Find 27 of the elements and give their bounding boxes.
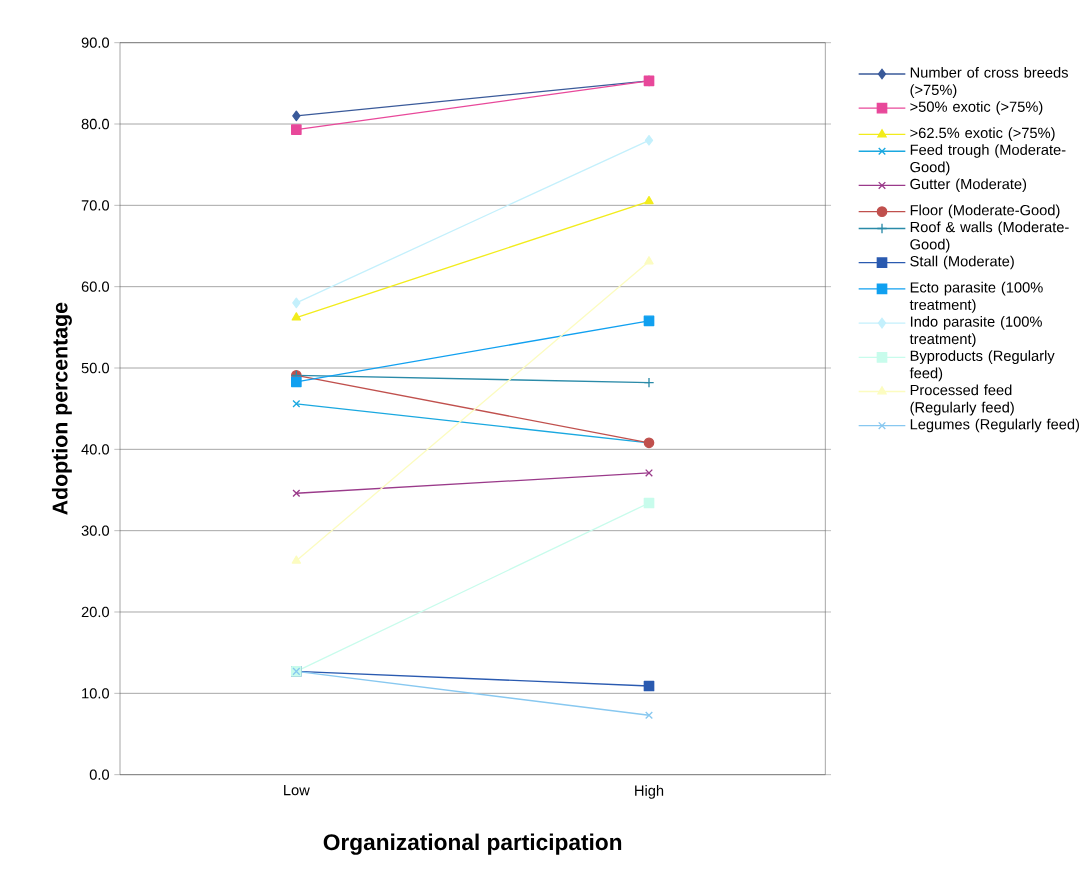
y-tick-label: 50.0 [81,363,110,374]
legend-label: Ecto parasite (100% treatment) [909,282,1043,313]
legend-label: Byproducts (Regularly feed) [909,350,1055,382]
y-tick-label: 40.0 [81,444,110,455]
y-tick-label: 90.0 [81,37,110,49]
x-axis-title: Organizational participation [323,833,622,855]
x-tick-label: High [635,785,664,799]
legend-label: Indo parasite (100% treatment) [909,316,1042,348]
legend-label: >62.5% exotic (>75%) [910,127,1055,142]
legend-label: Legumes (Regularly feed) [910,418,1080,433]
legend-label: Roof & walls (Moderate-Good) [910,221,1069,253]
y-tick-label: 10.0 [82,688,110,699]
y-tick-label: 30.0 [81,525,110,537]
legend-label: Feed trough (Moderate-Good) [910,144,1066,176]
legend-label: Processed feed (Regularly feed) [910,384,1014,416]
x-tick-label: Low [284,785,310,796]
legend-label: Stall (Moderate) [910,255,1014,270]
y-tick-label: 60.0 [81,281,110,293]
y-tick-label: 20.0 [81,606,110,618]
legend-label: Gutter (Moderate) [910,178,1027,193]
y-axis-title: Adoption percentage [51,302,72,515]
legend-label: >50% exotic (>75%) [910,101,1043,115]
legend-label: Floor (Moderate-Good) [910,204,1060,219]
y-tick-label: 0.0 [89,769,110,781]
legend-label: Number of cross breeds (>75%) [910,67,1068,99]
y-tick-label: 80.0 [81,119,110,130]
y-tick-label: 70.0 [81,200,110,211]
